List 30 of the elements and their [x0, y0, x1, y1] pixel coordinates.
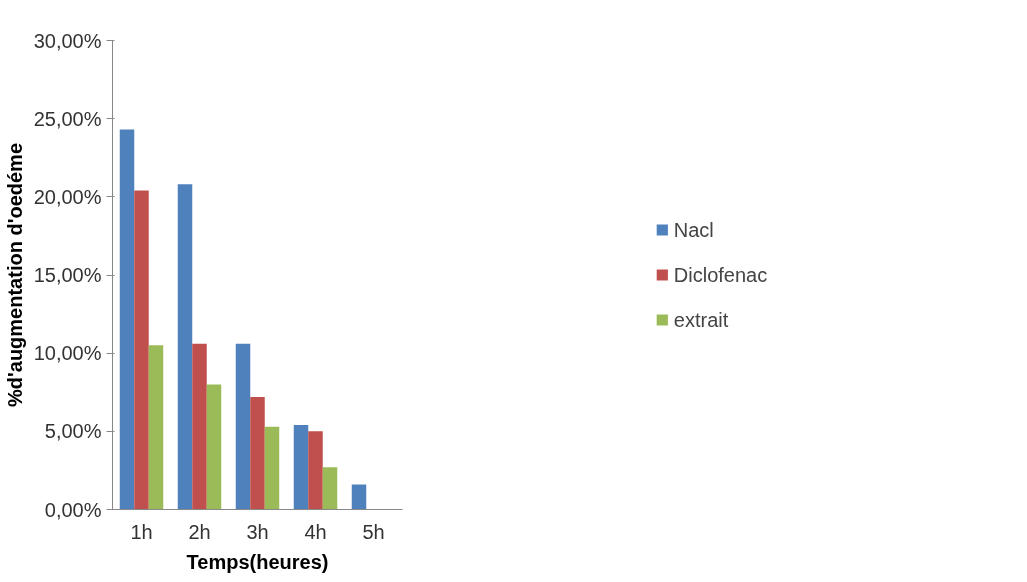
x-tick-label: 4h: [304, 520, 327, 543]
bar: [192, 343, 207, 510]
y-axis-title: %d'augmentation d'oedéme: [3, 143, 26, 407]
y-tick-label: 5,00%: [44, 420, 102, 443]
x-tick-label: 3h: [246, 520, 269, 543]
y-tick-label: 20,00%: [33, 185, 102, 208]
x-axis-title: Temps(heures): [186, 550, 329, 573]
bar: [351, 484, 367, 510]
bar: [148, 345, 164, 510]
legend-label: extrait: [673, 308, 729, 331]
legend-label: Diclofenac: [673, 263, 768, 286]
y-tick-label: 10,00%: [33, 342, 102, 365]
bar: [119, 129, 135, 510]
y-tick-label: 0,00%: [44, 498, 102, 521]
bar: [250, 396, 265, 510]
bar: [322, 467, 338, 510]
x-tick-label: 2h: [188, 520, 211, 543]
bar: [206, 384, 222, 510]
y-tick-label: 15,00%: [33, 264, 102, 286]
bar: [264, 426, 280, 510]
y-tick-label: 25,00%: [33, 107, 102, 130]
bar: [235, 343, 251, 510]
bar: [177, 184, 193, 510]
bar: [293, 425, 309, 510]
bar: [308, 431, 323, 510]
y-tick-label: 30,00%: [33, 29, 102, 52]
legend-label: Nacl: [673, 218, 714, 241]
bar: [134, 190, 149, 510]
x-tick-label: 5h: [362, 520, 385, 543]
x-tick-label: 1h: [130, 520, 153, 543]
